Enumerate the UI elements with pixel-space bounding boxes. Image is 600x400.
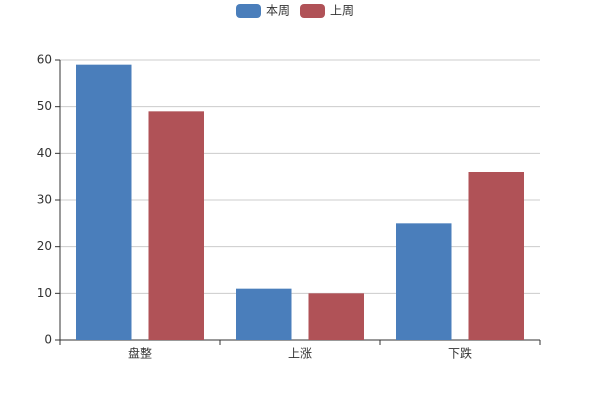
y-tick-label: 50 <box>37 99 52 113</box>
bar <box>148 111 204 340</box>
bar <box>236 288 292 340</box>
y-tick-label: 10 <box>37 286 52 300</box>
bar <box>396 223 452 340</box>
bar <box>468 172 524 340</box>
legend-swatch <box>300 4 325 18</box>
y-tick-label: 0 <box>44 333 52 347</box>
bar <box>308 293 364 340</box>
x-tick-label: 下跌 <box>448 346 472 361</box>
legend-label: 本周 <box>266 4 290 18</box>
legend-swatch <box>236 4 261 18</box>
y-tick-label: 60 <box>37 53 52 67</box>
y-tick-label: 20 <box>37 239 52 253</box>
legend-label: 上周 <box>330 4 354 18</box>
x-tick-label: 盘整 <box>128 346 152 361</box>
y-tick-label: 30 <box>37 193 52 207</box>
y-tick-label: 40 <box>37 146 52 160</box>
bar <box>76 64 132 341</box>
x-tick-label: 上涨 <box>288 346 312 361</box>
